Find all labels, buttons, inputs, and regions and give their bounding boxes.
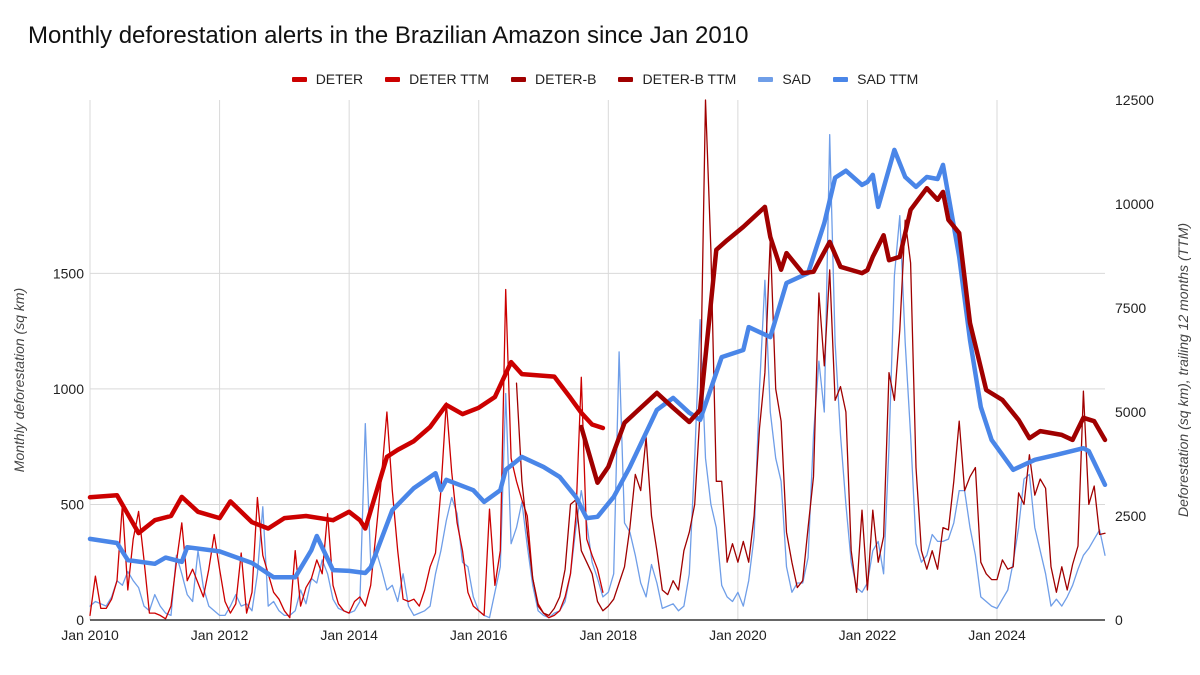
series-layer [87, 99, 1108, 620]
left-axis-title: Monthly deforestation (sq km) [11, 288, 27, 472]
series-line-deter-ttm [87, 359, 606, 536]
right-y-tick-label: 7500 [1115, 300, 1146, 316]
series-deter [89, 288, 604, 620]
left-y-tick-label: 500 [61, 496, 85, 512]
legend-swatch [291, 76, 307, 82]
legend-swatch [618, 76, 634, 82]
series-deter-b-ttm [579, 185, 1108, 485]
right-y-tick-label: 0 [1115, 612, 1123, 628]
right-y-tick-label: 2500 [1115, 508, 1146, 524]
legend-item-deter-b-ttm[interactable]: DETER-B TTM [618, 71, 736, 87]
legend-label: SAD TTM [857, 71, 919, 87]
x-tick-label: Jan 2024 [968, 627, 1026, 643]
legend-item-deter[interactable]: DETER [291, 71, 364, 87]
legend-label: DETER-B TTM [642, 71, 737, 87]
series-line-deter-b-ttm [579, 185, 1108, 485]
chart-title: Monthly deforestation alerts in the Braz… [28, 22, 749, 49]
x-tick-label: Jan 2016 [450, 627, 508, 643]
legend-label: DETER-B [535, 71, 597, 87]
legend-label: SAD [782, 71, 812, 87]
x-tick-label: Jan 2018 [579, 627, 637, 643]
legend-item-deter-ttm[interactable]: DETER TTM [385, 71, 489, 87]
legend-item-sad-ttm[interactable]: SAD TTM [833, 71, 918, 87]
right-y-tick-label: 5000 [1115, 404, 1146, 420]
series-deter-b [515, 99, 1106, 617]
right-axis-title: Deforestation (sq km), trailing 12 month… [1175, 223, 1191, 517]
right-y-tick-label: 10000 [1115, 196, 1154, 212]
x-tick-label: Jan 2014 [320, 627, 378, 643]
legend-item-sad[interactable]: SAD [758, 71, 811, 87]
legend-swatch [511, 76, 526, 82]
x-tick-label: Jan 2010 [61, 627, 119, 643]
left-y-tick-label: 1000 [53, 381, 84, 397]
series-line-deter [89, 288, 604, 620]
series-line-deter-b [515, 99, 1106, 617]
legend-swatch [833, 76, 849, 82]
legend-label: DETER TTM [409, 71, 489, 87]
x-tick-label: Jan 2020 [709, 627, 767, 643]
legend-item-deter-b[interactable]: DETER-B [511, 71, 596, 87]
series-sad-ttm [87, 147, 1108, 580]
axes: Jan 2010 Jan 2012 Jan 2014 Jan 2016 Jan 2018… [53, 92, 1154, 643]
x-tick-label: Jan 2012 [191, 627, 249, 643]
legend: DETER DETER TTM DETER-B DETER-B TTM SAD … [0, 71, 1200, 87]
x-tick-label: Jan 2022 [839, 627, 897, 643]
series-line-sad [89, 134, 1106, 619]
legend-swatch [758, 76, 774, 82]
left-y-tick-label: 0 [76, 612, 84, 628]
series-sad [89, 134, 1106, 619]
legend-label: DETER [315, 71, 364, 87]
right-y-tick-label: 12500 [1115, 92, 1154, 108]
left-y-tick-label: 1500 [53, 265, 84, 281]
gridlines [89, 100, 1105, 620]
legend-swatch [385, 76, 401, 82]
series-line-sad-ttm [87, 147, 1108, 580]
series-deter-ttm [87, 359, 606, 536]
